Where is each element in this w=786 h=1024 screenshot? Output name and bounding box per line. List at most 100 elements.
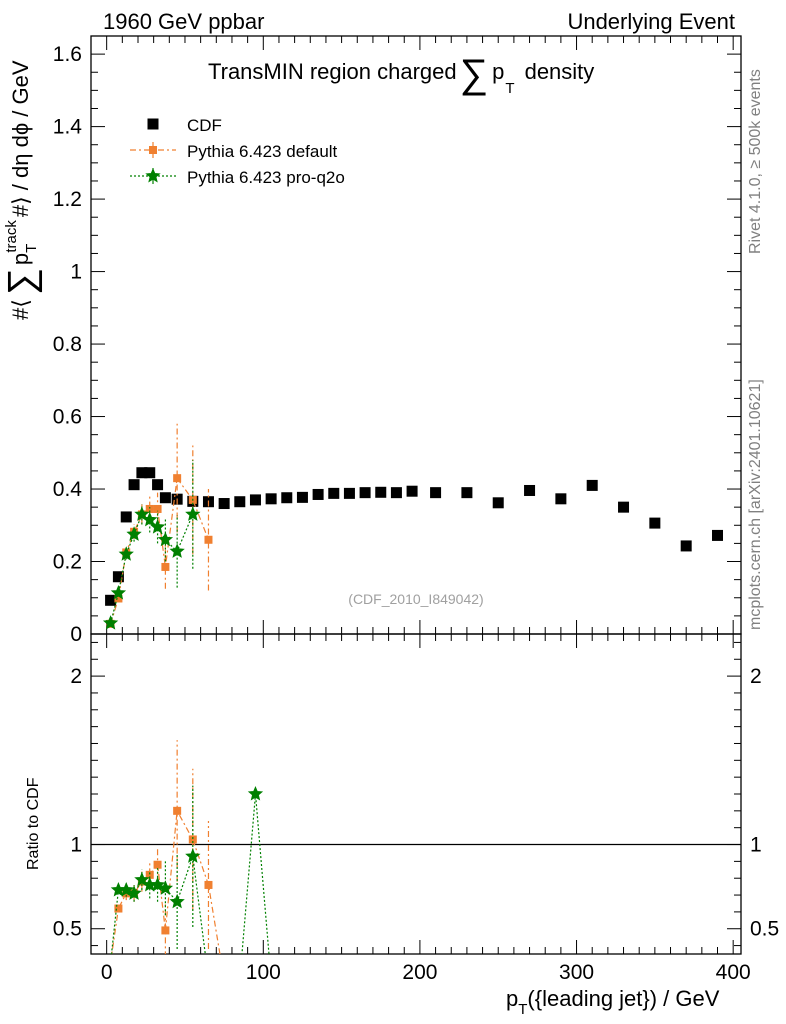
title-suffix: density (525, 59, 595, 84)
proq2o-point (169, 543, 185, 558)
x-tick-label: 100 (246, 961, 281, 984)
cdf-point (144, 467, 156, 479)
legend-marker-cdf (147, 118, 159, 130)
ratio-proq2o-point (202, 972, 215, 985)
axis-ticks (90, 35, 741, 954)
rivet-label: Rivet 4.1.0, ≥ 500k events (747, 69, 764, 254)
cdf-point (105, 594, 117, 606)
y-tick-label: 0 (70, 623, 82, 646)
proq2o-point (102, 615, 119, 630)
ratio-proq2o-point (185, 848, 201, 863)
x-tick-label: 300 (559, 961, 594, 984)
legend-label-default: Pythia 6.423 default (187, 142, 338, 161)
cdf-point (296, 491, 308, 503)
cdf-point (649, 517, 661, 529)
legend-marker-default (149, 146, 157, 154)
title-sub: T (505, 80, 514, 97)
ratio-proq2o-point (233, 972, 246, 985)
default-point (153, 504, 162, 513)
ratio-proq2o-line (110, 793, 270, 954)
cdf-point (312, 488, 324, 500)
title-prefix: TransMIN region charged (208, 59, 457, 84)
ratio-default-point (153, 860, 162, 869)
cdf-point (586, 479, 598, 491)
x-axis-label: pT({leading jet}) / GeV (506, 986, 720, 1018)
header-right: Underlying Event (567, 9, 735, 34)
title-p: p (492, 59, 504, 84)
header-left: 1960 GeV ppbar (103, 9, 264, 34)
chart-title: TransMIN region charged∑ pTdensity (208, 52, 594, 97)
cdf-point (234, 496, 246, 508)
ratio-y-tick-label-right: 1 (750, 834, 762, 857)
cdf-point (159, 492, 171, 504)
cdf-point (281, 492, 293, 504)
cdf-point (128, 479, 140, 491)
ylabel-suffix: #⟩ / dη dϕ / GeV (8, 60, 33, 217)
y-tick-label: 1 (70, 261, 82, 284)
cdf-point (359, 487, 371, 499)
cdf-point (555, 493, 567, 505)
main-plot-area (102, 423, 724, 630)
y-tick-label: 1.4 (53, 116, 83, 139)
legend-marker-proq2o (145, 167, 161, 183)
legend-label-proq2o: Pythia 6.423 pro-q2o (187, 168, 345, 187)
ratio-y-tick-label-right: 0.5 (750, 918, 779, 941)
default-point (114, 594, 123, 603)
y-tick-label: 0.4 (53, 478, 83, 501)
legend-label-cdf: CDF (187, 116, 222, 135)
ratio-y-tick-label: 0.5 (53, 918, 82, 941)
ratio-y-axis-label: Ratio to CDF (25, 777, 42, 870)
proq2o-line (110, 513, 194, 624)
xlabel-p: p (506, 986, 518, 1011)
proq2o-point (118, 546, 134, 561)
ratio-default-point (145, 870, 154, 879)
x-tick-label: 400 (716, 961, 751, 984)
cdf-point (618, 501, 630, 513)
cdf-point (120, 511, 132, 523)
cdf-point (249, 494, 261, 506)
x-tick-label: 200 (402, 961, 437, 984)
y-tick-label: 1.2 (53, 188, 82, 211)
cdf-point (524, 484, 536, 496)
legend: CDF Pythia 6.423 default Pythia 6.423 pr… (130, 116, 345, 187)
ylabel-sup: track (3, 220, 20, 253)
cdf-point (680, 540, 692, 552)
svg-text:#⟨∑pTtrack#⟩ / dη dϕ / GeV: #⟨ ∑ pTtrack #⟩ / dη dϕ / GeV (1, 60, 43, 320)
cdf-point (375, 486, 387, 498)
cdf-point (265, 493, 277, 505)
tick-labels: 0 100 200 300 400 0 0.2 0.4 0.6 0.8 1 1.2 1.4 1.6 0.5 0… (53, 43, 779, 984)
xlabel-suffix: ({leading jet}) / GeV (527, 986, 719, 1011)
ratio-proq2o-point (157, 880, 174, 895)
cdf-point (712, 529, 724, 541)
ylabel-p: p (8, 253, 33, 265)
ratio-y-tick-label: 1 (70, 834, 82, 857)
proq2o-point (142, 511, 158, 527)
mcplots-label: mcplots.cern.ch [arXiv:2401.10621] (747, 379, 764, 630)
ratio-default-point (114, 904, 123, 913)
svg-text:pT({leading jet}) / GeV: pT({leading jet}) / GeV (506, 986, 720, 1018)
proq2o-point (134, 506, 150, 521)
ratio-default-point (220, 975, 228, 983)
svg-text:TransMIN region charged∑pTdens: TransMIN region charged∑ pTdensity (208, 52, 594, 97)
y-tick-label: 0.2 (53, 551, 82, 574)
xlabel-sub: T (518, 1001, 527, 1018)
x-tick-label: 0 (101, 961, 113, 984)
ylabel-sub: T (23, 244, 40, 253)
cdf-point (430, 487, 442, 499)
default-point (204, 535, 213, 544)
title-sum: ∑ (460, 52, 489, 96)
ratio-default-point (204, 880, 213, 889)
y-tick-label: 0.6 (53, 406, 82, 429)
ratio-frame (90, 633, 742, 955)
ratio-proq2o-point (247, 785, 264, 801)
y-tick-label: 0.8 (53, 333, 82, 356)
cdf-point (218, 498, 230, 510)
analysis-watermark: (CDF_2010_I849042) (348, 591, 483, 607)
ratio-y-tick-label: 2 (70, 665, 82, 688)
cdf-point (136, 467, 148, 479)
ratio-default-point (173, 806, 182, 815)
proq2o-point (185, 506, 201, 521)
y-axis-label: #⟨ ∑ pTtrack #⟩ / dη dϕ / GeV (1, 60, 43, 320)
proq2o-point (149, 519, 166, 534)
